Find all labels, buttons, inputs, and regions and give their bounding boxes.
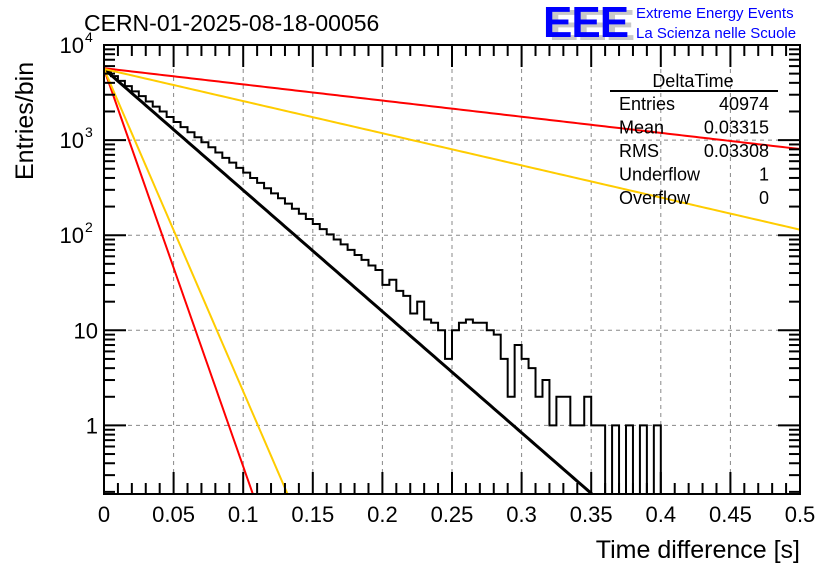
- x-tick-label: 0.05: [152, 502, 195, 527]
- stats-label: Entries: [619, 94, 675, 114]
- y-tick-label: 10: [60, 33, 84, 58]
- histogram: [103, 70, 800, 495]
- stats-value: 0.03308: [704, 141, 769, 161]
- x-tick-label: 0.4: [646, 502, 677, 527]
- x-tick-label: 0.15: [291, 502, 334, 527]
- y-tick-exponent: 4: [85, 29, 93, 45]
- line-upper-bound-steep: [103, 68, 254, 495]
- x-tick-label: 0.45: [709, 502, 752, 527]
- x-tick-label: 0.35: [570, 502, 613, 527]
- y-tick-label: 10: [60, 128, 84, 153]
- x-axis-label: Time difference [s]: [596, 536, 800, 564]
- stats-label: Mean: [619, 118, 664, 138]
- stats-value: 1: [759, 165, 769, 185]
- line-upper-bound-shallow: [103, 67, 801, 151]
- axis-ticks: [103, 45, 801, 494]
- logo-line1: Extreme Energy Events: [636, 5, 794, 22]
- stats-label: Underflow: [619, 165, 701, 185]
- line-lower-bound-shallow: [103, 67, 801, 231]
- x-tick-label: 0.2: [367, 502, 398, 527]
- x-tick-label: 0.3: [506, 502, 537, 527]
- x-tick-label: 0.25: [431, 502, 474, 527]
- stats-box: DeltaTime Entries 40974 Mean 0.03315 RMS 0.03…: [610, 71, 778, 208]
- stats-value: 40974: [719, 94, 769, 114]
- x-tick-labels: 0 0.05 0.1 0.15 0.2 0.25 0.3 0.35 0.4 0.45 0.5: [98, 502, 815, 527]
- line-lower-bound-steep: [103, 68, 289, 495]
- fit-lines: [103, 67, 801, 496]
- logo-line2: La Scienza nelle Scuole: [636, 25, 796, 42]
- stats-value: 0.03315: [704, 118, 769, 138]
- y-tick-label: 10: [74, 318, 98, 343]
- histogram-outline: [103, 70, 800, 495]
- x-tick-label: 0.5: [785, 502, 816, 527]
- stats-title: DeltaTime: [652, 71, 733, 91]
- y-tick-exponent: 2: [85, 219, 93, 235]
- stats-value: 0: [759, 188, 769, 208]
- logo-letters: EEE: [543, 0, 628, 47]
- stats-label: Overflow: [619, 188, 691, 208]
- line-fit: [103, 67, 593, 496]
- grid: [104, 45, 800, 494]
- y-tick-label: 10: [60, 223, 84, 248]
- x-tick-label: 0: [98, 502, 110, 527]
- chart-title: CERN-01-2025-08-18-00056: [84, 10, 379, 36]
- y-tick-label: 1: [86, 413, 98, 438]
- logo-letters-shadow: EEE: [549, 1, 634, 50]
- y-axis-label: Entries/bin: [11, 62, 39, 180]
- stats-label: RMS: [619, 141, 659, 161]
- eee-logo: EEE EEE Extreme Energy Events La Scienza…: [543, 0, 796, 50]
- y-tick-exponent: 3: [85, 124, 93, 140]
- x-tick-label: 0.1: [228, 502, 259, 527]
